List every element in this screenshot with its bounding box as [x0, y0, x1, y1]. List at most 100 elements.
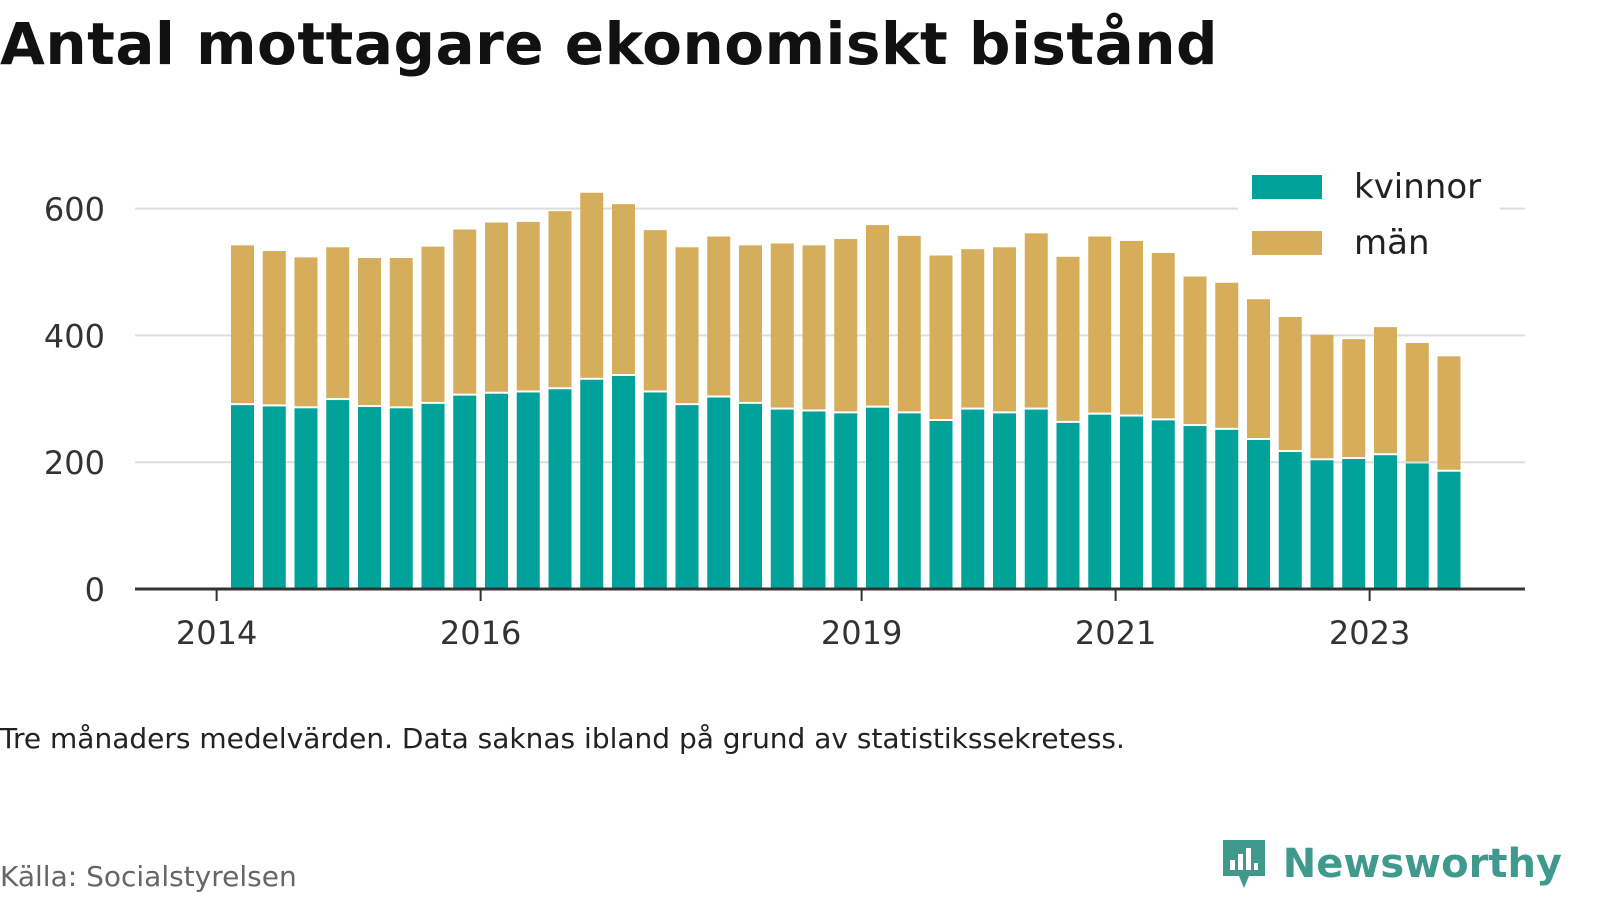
- bar-kvinnor: [1310, 460, 1334, 589]
- legend: kvinnor män: [1238, 160, 1500, 278]
- bar-kvinnor: [548, 389, 572, 589]
- bar-man: [485, 222, 508, 392]
- bar-kvinnor: [897, 413, 921, 589]
- bar-kvinnor: [866, 407, 889, 589]
- brand[interactable]: Newsworthy: [1219, 836, 1562, 892]
- bar-kvinnor: [1120, 416, 1143, 589]
- bar-man: [389, 258, 413, 407]
- bar-man: [548, 211, 572, 388]
- bar-man: [326, 247, 350, 399]
- bars: [231, 192, 1461, 589]
- bar-kvinnor: [834, 413, 858, 589]
- y-tick-label: 400: [44, 317, 105, 355]
- y-tick-label: 600: [44, 191, 105, 229]
- bar-man: [1056, 256, 1080, 421]
- brand-name: Newsworthy: [1282, 841, 1562, 887]
- bar-chart: 0 200 400 600 2014 2016 2019 2021 2023 kvinnor mä…: [43, 160, 1525, 652]
- bar-kvinnor: [1056, 422, 1080, 589]
- bar-kvinnor: [961, 409, 985, 589]
- bar-kvinnor: [1342, 459, 1366, 589]
- bar-kvinnor: [262, 406, 286, 589]
- bar-man: [1215, 282, 1239, 428]
- x-tick-label: 2021: [1075, 614, 1156, 652]
- bar-man: [1120, 240, 1143, 415]
- bar-kvinnor: [1374, 455, 1397, 589]
- bar-man: [421, 246, 445, 402]
- bar-kvinnor: [580, 379, 604, 589]
- bar-man: [707, 236, 731, 396]
- bar-man: [739, 245, 762, 402]
- legend-label: kvinnor: [1354, 167, 1481, 207]
- bar-man: [358, 258, 381, 406]
- bar-kvinnor: [1405, 463, 1429, 589]
- bar-man: [1088, 236, 1112, 413]
- x-tick-label: 2023: [1329, 614, 1410, 652]
- bar-man: [770, 243, 794, 408]
- bar-man: [580, 192, 604, 378]
- bar-kvinnor: [294, 408, 318, 589]
- bar-kvinnor: [1215, 429, 1239, 589]
- bar-kvinnor: [1247, 440, 1270, 589]
- bar-kvinnor: [1024, 409, 1048, 589]
- bar-man: [1024, 233, 1048, 408]
- bar-man: [675, 247, 699, 404]
- legend-swatch-kvinnor: [1252, 175, 1322, 199]
- bar-man: [1151, 252, 1175, 419]
- chart-title: Antal mottagare ekonomiskt bistånd: [0, 10, 1219, 78]
- bar-man: [516, 221, 540, 391]
- bar-kvinnor: [707, 397, 731, 589]
- bar-man: [1342, 339, 1366, 458]
- bar-man: [294, 257, 318, 407]
- bar-man: [897, 235, 921, 412]
- y-tick-label: 200: [44, 444, 105, 482]
- bar-kvinnor: [389, 408, 413, 589]
- bar-man: [1183, 276, 1207, 425]
- bar-kvinnor: [643, 392, 667, 589]
- source-label: Källa: Socialstyrelsen: [0, 860, 297, 893]
- bar-kvinnor: [326, 400, 350, 589]
- bar-kvinnor: [1151, 420, 1175, 589]
- bar-man: [612, 204, 635, 374]
- bar-kvinnor: [993, 413, 1016, 589]
- bar-man: [453, 229, 477, 394]
- bar-kvinnor: [1088, 414, 1112, 589]
- bar-man: [1310, 334, 1334, 459]
- bar-kvinnor: [421, 403, 445, 589]
- bar-kvinnor: [485, 393, 508, 589]
- bar-kvinnor: [1278, 452, 1302, 589]
- y-tick-label: 0: [85, 571, 105, 609]
- bar-man: [993, 247, 1016, 412]
- bar-kvinnor: [675, 405, 699, 589]
- bar-kvinnor: [929, 420, 953, 589]
- x-tick-label: 2016: [440, 614, 521, 652]
- bar-man: [1278, 317, 1302, 451]
- bar-kvinnor: [612, 375, 635, 589]
- bar-kvinnor: [231, 405, 254, 589]
- bar-man: [929, 255, 953, 419]
- newsworthy-chart-bubble-icon: [1222, 840, 1265, 888]
- bar-man: [643, 230, 667, 391]
- bar-kvinnor: [453, 395, 477, 589]
- bar-man: [262, 251, 286, 405]
- bar-kvinnor: [1183, 426, 1207, 589]
- bar-man: [1374, 327, 1397, 454]
- bar-kvinnor: [358, 407, 381, 589]
- legend-label: män: [1354, 223, 1430, 263]
- bar-kvinnor: [739, 403, 762, 589]
- bar-man: [1405, 343, 1429, 462]
- bar-man: [1247, 299, 1270, 439]
- bar-man: [1437, 356, 1461, 470]
- bar-man: [834, 239, 858, 412]
- bar-man: [231, 245, 254, 404]
- chart-note: Tre månaders medelvärden. Data saknas ib…: [0, 722, 1125, 755]
- bar-man: [866, 225, 889, 406]
- axes: 0 200 400 600 2014 2016 2019 2021 2023: [44, 191, 1525, 652]
- legend-swatch-man: [1252, 231, 1322, 255]
- bar-kvinnor: [516, 392, 540, 589]
- bar-kvinnor: [770, 409, 794, 589]
- bar-man: [802, 245, 826, 410]
- bar-kvinnor: [802, 411, 826, 589]
- bar-man: [961, 249, 985, 408]
- x-tick-label: 2014: [176, 614, 257, 652]
- bar-kvinnor: [1437, 471, 1461, 589]
